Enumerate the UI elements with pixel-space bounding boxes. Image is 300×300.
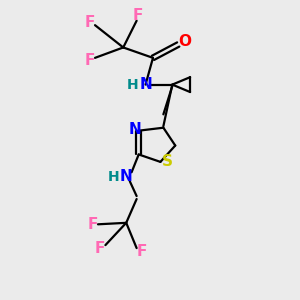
- Text: F: F: [85, 15, 95, 30]
- Text: H: H: [127, 78, 139, 92]
- Text: F: F: [85, 53, 95, 68]
- Text: F: F: [95, 241, 105, 256]
- Text: N: N: [120, 169, 133, 184]
- Text: F: F: [133, 8, 143, 23]
- Text: S: S: [161, 154, 172, 169]
- Text: N: N: [129, 122, 142, 137]
- Text: F: F: [137, 244, 147, 259]
- Text: H: H: [108, 170, 120, 184]
- Text: F: F: [87, 217, 98, 232]
- Text: O: O: [178, 34, 191, 49]
- Text: N: N: [139, 77, 152, 92]
